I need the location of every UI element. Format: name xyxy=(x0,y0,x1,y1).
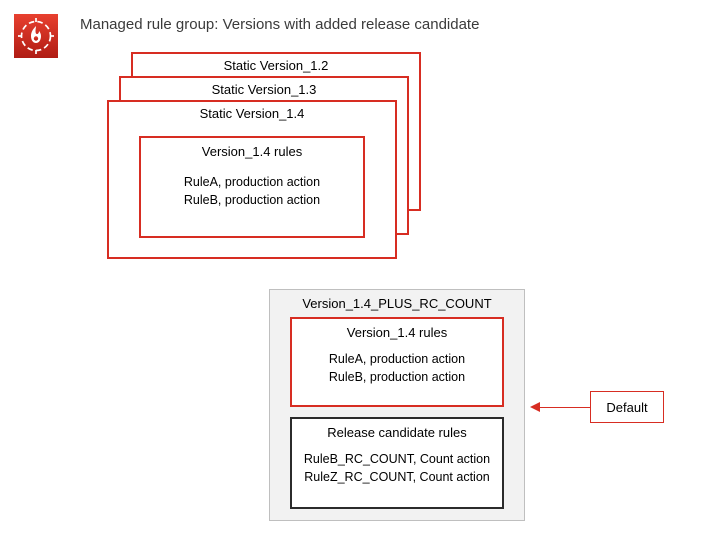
static-v14-label: Static Version_1.4 xyxy=(109,106,395,121)
v14-ruleA: RuleA, production action xyxy=(141,173,363,191)
diagram-title: Managed rule group: Versions with added … xyxy=(80,16,479,33)
waf-icon xyxy=(14,14,58,58)
rc-prod-ruleA: RuleA, production action xyxy=(292,350,502,368)
default-arrow-line xyxy=(540,407,590,408)
v14-ruleB: RuleB, production action xyxy=(141,191,363,209)
rc-cand-ruleZ: RuleZ_RC_COUNT, Count action xyxy=(292,468,502,486)
v14-rules-box: Version_1.4 rules RuleA, production acti… xyxy=(139,136,365,238)
rc-prod-ruleB: RuleB, production action xyxy=(292,368,502,386)
rc-cand-list: RuleB_RC_COUNT, Count action RuleZ_RC_CO… xyxy=(292,450,502,486)
rc-prod-rules-box: Version_1.4 rules RuleA, production acti… xyxy=(290,317,504,407)
rc-cand-title: Release candidate rules xyxy=(292,425,502,440)
static-v12-label: Static Version_1.2 xyxy=(133,58,419,73)
rc-candidate-rules-box: Release candidate rules RuleB_RC_COUNT, … xyxy=(290,417,504,509)
static-v13-label: Static Version_1.3 xyxy=(121,82,407,97)
rc-cand-ruleB: RuleB_RC_COUNT, Count action xyxy=(292,450,502,468)
v14-rules-title: Version_1.4 rules xyxy=(141,144,363,159)
v14-rules-list: RuleA, production action RuleB, producti… xyxy=(141,173,363,209)
rc-title: Version_1.4_PLUS_RC_COUNT xyxy=(270,296,524,311)
default-label-box: Default xyxy=(590,391,664,423)
default-label-text: Default xyxy=(606,400,647,415)
default-arrow-head xyxy=(530,402,540,412)
rc-prod-list: RuleA, production action RuleB, producti… xyxy=(292,350,502,386)
rc-prod-title: Version_1.4 rules xyxy=(292,325,502,340)
